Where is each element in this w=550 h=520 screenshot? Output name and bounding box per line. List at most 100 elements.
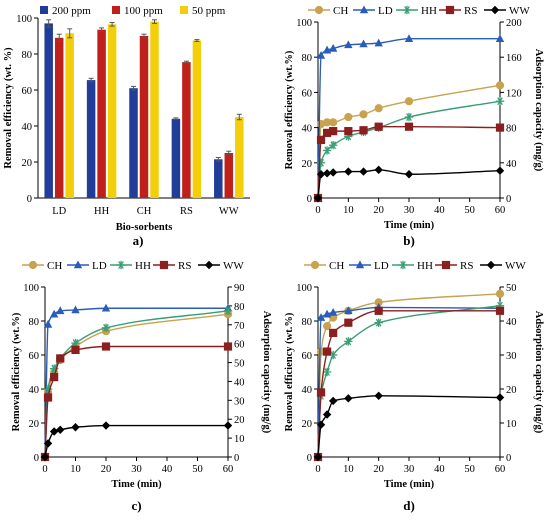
panel-d-data-point bbox=[344, 337, 353, 346]
panel-d-legend-label: LD bbox=[374, 260, 389, 272]
panel-a-x-axis-label: Bio-sorbents bbox=[116, 222, 173, 233]
panel-c-data-point bbox=[43, 393, 53, 402]
panel-b-data-point bbox=[374, 165, 383, 175]
panel-c-y-axis-label: Removal efficiency (wt.%) bbox=[11, 312, 22, 431]
panel-c-legend-marker bbox=[28, 260, 38, 270]
panel-c-legend-label: WW bbox=[223, 260, 244, 272]
panel-d-data-point bbox=[316, 388, 326, 397]
panel-a-label: a) bbox=[133, 233, 144, 248]
panel-a-y-tick-label: 0 bbox=[27, 194, 32, 205]
panel-c-series-line bbox=[44, 345, 228, 458]
panel-b-data-point bbox=[495, 34, 505, 43]
panel-b-data-point bbox=[316, 170, 326, 179]
panel-d-data-point bbox=[495, 393, 505, 402]
panel-d-series-line bbox=[317, 395, 501, 458]
panel-b-x-tick-label: 50 bbox=[464, 205, 475, 216]
panel-b-y2-tick-label: 200 bbox=[506, 18, 522, 29]
panel-c-legend-marker bbox=[116, 260, 126, 270]
panel-c-x-tick-label: 50 bbox=[192, 464, 203, 475]
panel-b-y2-tick-label: 0 bbox=[506, 194, 511, 205]
panel-c-data-point bbox=[223, 306, 233, 315]
panel-b-data-point bbox=[313, 193, 323, 203]
panel-a-category-label: RS bbox=[180, 206, 193, 217]
panel-b-legend-label: HH bbox=[421, 5, 437, 17]
panel-c-data-point bbox=[49, 309, 59, 318]
panel-b-y2-tick-label: 120 bbox=[506, 88, 522, 99]
panel-c-legend-marker bbox=[204, 260, 214, 270]
panel-b-data-point bbox=[329, 127, 338, 136]
panel-a-legend-label: 200 ppm bbox=[52, 5, 91, 17]
panel-d-y2-tick-label: 10 bbox=[506, 419, 517, 430]
panel-d-series-line bbox=[317, 310, 500, 458]
panel-c-x-tick-label: 0 bbox=[42, 464, 47, 475]
panel-d-data-point bbox=[328, 308, 338, 316]
panel-c-y2-tick-label: 90 bbox=[234, 283, 245, 294]
panel-d-legend-label: HH bbox=[417, 260, 433, 272]
panel-b-data-point bbox=[329, 118, 338, 127]
panel-c-series-line bbox=[44, 313, 229, 458]
panel-b-data-point bbox=[404, 34, 414, 43]
panel-c-x-tick-label: 20 bbox=[101, 464, 112, 475]
panel-d-data-point bbox=[344, 306, 353, 315]
panel-c-y2-axis-label: Adsorption capacity (mg/g) bbox=[261, 311, 272, 434]
panel-c-data-point bbox=[71, 345, 80, 354]
panel-c-data-point bbox=[56, 306, 65, 315]
panel-c-y-tick-label: 80 bbox=[29, 317, 40, 328]
panel-b-x-tick-label: 60 bbox=[495, 205, 506, 216]
panel-b-data-point bbox=[359, 39, 368, 48]
panel-a-bar bbox=[107, 24, 117, 198]
panel-d-x-tick-label: 40 bbox=[434, 464, 445, 475]
panel-b-data-point bbox=[404, 170, 414, 179]
panel-c-data-point bbox=[101, 421, 111, 430]
panel-a-y-tick-label: 20 bbox=[22, 158, 33, 169]
panel-a-bar bbox=[86, 80, 96, 198]
panel-b-data-point bbox=[328, 43, 338, 52]
panel-b-data-point bbox=[328, 168, 338, 177]
panel-b-data-point bbox=[374, 38, 383, 47]
panel-b-data-point bbox=[322, 146, 332, 155]
panel-b-y-tick-label: 20 bbox=[302, 159, 313, 170]
panel-c-data-point bbox=[43, 319, 53, 328]
panel-b-y-axis-label: Removal efficiency (wt.%) bbox=[284, 50, 295, 169]
panel-d-data-point bbox=[323, 322, 332, 331]
panel-d-series-line bbox=[317, 306, 501, 458]
panel-c-x-tick-label: 60 bbox=[223, 464, 234, 475]
panel-a-category-label: CH bbox=[137, 206, 152, 217]
panel-c-y2-tick-label: 10 bbox=[234, 434, 245, 445]
panel-c-data-point bbox=[71, 305, 80, 314]
panel-a-bar bbox=[139, 36, 149, 198]
panel-b-data-point bbox=[495, 123, 505, 132]
panel-c-legend-marker bbox=[73, 260, 83, 269]
panel-d-y-tick-label: 40 bbox=[302, 385, 313, 396]
panel-d-data-point bbox=[495, 289, 505, 298]
panel-c-data-point bbox=[101, 323, 111, 332]
panel-b-y-tick-label: 0 bbox=[307, 194, 312, 205]
panel-b-legend-marker bbox=[445, 5, 455, 15]
panel-c-data-point bbox=[101, 342, 111, 351]
panel-b-data-point bbox=[374, 104, 383, 113]
panel-c-y2-tick-label: 80 bbox=[234, 302, 245, 313]
panel-a-legend-swatch bbox=[180, 6, 188, 14]
panel-c-legend-marker bbox=[159, 260, 169, 270]
panel-d-label: d) bbox=[403, 498, 415, 513]
panel-d-legend-marker bbox=[441, 260, 451, 270]
panel-d-legend-marker bbox=[355, 260, 365, 269]
panel-c-data-point bbox=[43, 439, 53, 448]
panel-d-x-tick-label: 10 bbox=[343, 464, 354, 475]
panel-d-legend-marker bbox=[398, 260, 408, 270]
panel-d-data-point bbox=[313, 452, 323, 462]
panel-d-data-point bbox=[316, 313, 326, 321]
panel-d-data-point bbox=[344, 318, 353, 327]
panel-b-y-tick-label: 60 bbox=[302, 88, 313, 99]
panel-c-y2-tick-label: 30 bbox=[234, 396, 245, 407]
panel-a-y-tick-label: 60 bbox=[22, 86, 33, 97]
panel-d-data-point bbox=[329, 328, 338, 337]
panel-c-label: c) bbox=[131, 498, 141, 513]
panel-b-y2-tick-label: 80 bbox=[506, 124, 517, 135]
panel-a-category-label: WW bbox=[219, 206, 239, 217]
panel-c-series-line bbox=[44, 424, 228, 458]
panel-b-x-tick-label: 40 bbox=[434, 205, 445, 216]
panel-d-y-tick-label: 100 bbox=[296, 283, 312, 294]
panel-d-data-point bbox=[316, 420, 326, 429]
